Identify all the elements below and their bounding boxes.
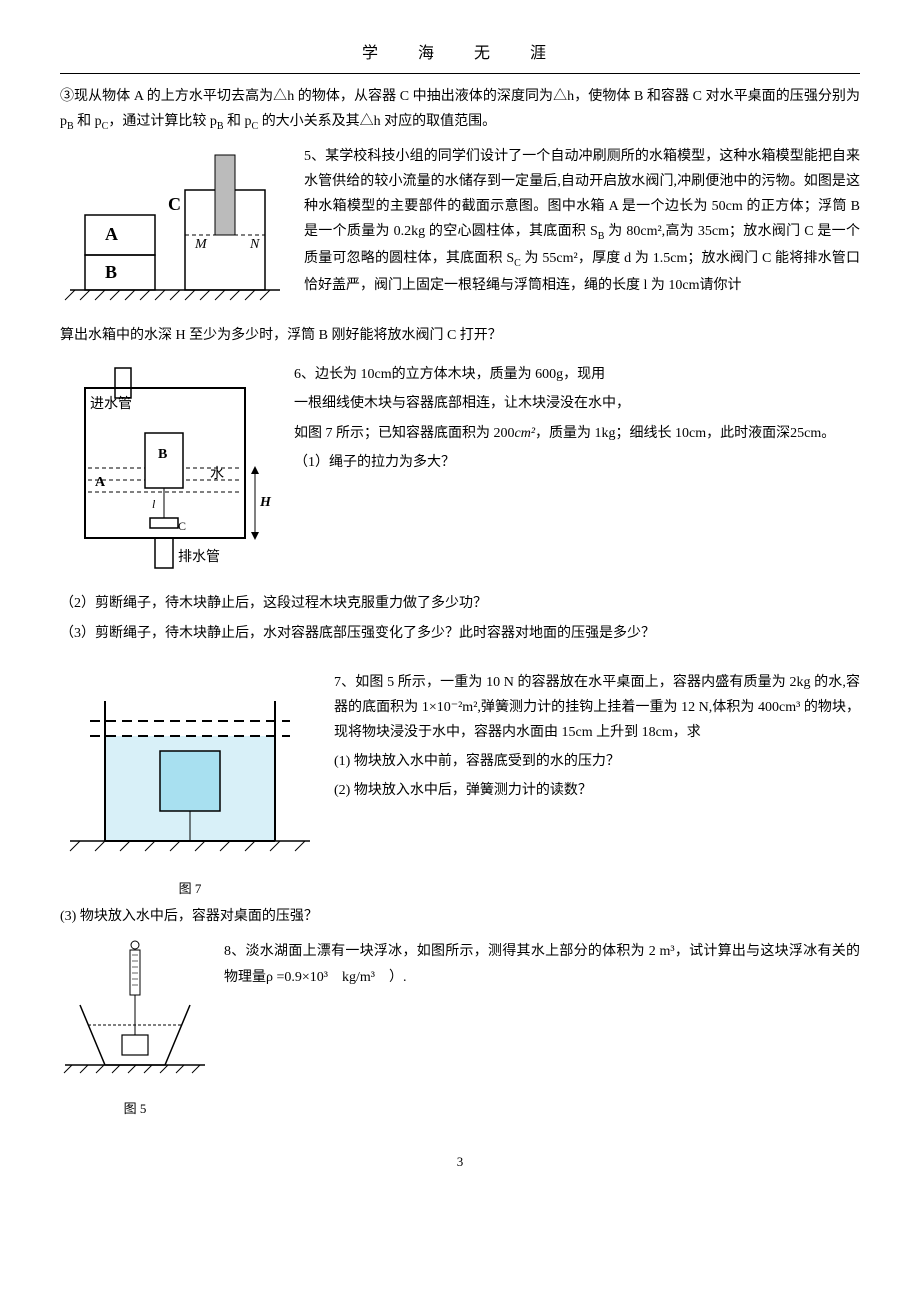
fig5-label-A: A bbox=[95, 475, 106, 490]
fig4-label-A: A bbox=[105, 224, 118, 244]
q6-line3: 如图 7 所示；已知容器底面积为 200cm²，质量为 1kg；细线长 10cm… bbox=[294, 421, 860, 446]
figure-5b: 图 5 bbox=[60, 935, 210, 1120]
q6-a2: （2）剪断绳子，待木块静止后，这段过程木块克服重力做了多少功？ bbox=[60, 591, 860, 616]
q5-subC: C bbox=[514, 258, 521, 269]
fig5-label-H: H bbox=[259, 495, 272, 510]
fig5-label-C: C bbox=[178, 519, 186, 533]
q3-sub3: B bbox=[217, 121, 224, 132]
q7-a2: (2) 物块放入水中后，弹簧测力计的读数？ bbox=[334, 778, 860, 803]
q3-text: ③现从物体 A 的上方水平切去高为△h 的物体，从容器 C 中抽出液体的深度同为… bbox=[60, 84, 860, 136]
fig4-label-B: B bbox=[105, 262, 117, 282]
fig4-label-C: C bbox=[168, 194, 181, 214]
fig5-out-label: 排水管 bbox=[178, 549, 220, 565]
fig5-label-water: 水 bbox=[210, 466, 224, 482]
q6-line3a: 如图 7 所示；已知容器底面积为 200 bbox=[294, 426, 515, 441]
figure-4: A B C M N bbox=[60, 140, 290, 319]
q7-p1: 7、如图 5 所示，一重为 10 N 的容器放在水平桌面上，容器内盛有质量为 2… bbox=[334, 670, 860, 746]
q6-unit: cm² bbox=[515, 426, 536, 441]
q6-line1: 6、边长为 10cm的立方体木块，质量为 600g，现用 bbox=[294, 362, 860, 387]
q5-text-2: 算出水箱中的水深 H 至少为多少时，浮筒 B 刚好能将放水阀门 C 打开？ bbox=[60, 323, 860, 348]
page-number: 3 bbox=[60, 1150, 860, 1173]
q3-mid3: 和 p bbox=[224, 114, 252, 129]
q3-mid1: 和 p bbox=[74, 114, 102, 129]
q5-text-1: 5、某学校科技小组的同学们设计了一个自动冲刷厕所的水箱模型，这种水箱模型能把自来… bbox=[304, 144, 860, 298]
fig5-in-label: 进水管 bbox=[90, 396, 132, 412]
figure-5-tank: 进水管 B l C 排水管 A 水 H bbox=[60, 358, 280, 587]
fig4-label-N: N bbox=[249, 237, 260, 252]
q6-line3b: ，质量为 1kg；细线长 10cm，此时液面深25cm。 bbox=[535, 426, 835, 441]
q7-a3: (3) 物块放入水中后，容器对桌面的压强？ bbox=[60, 904, 860, 929]
fig4-label-M: M bbox=[194, 237, 208, 252]
figure-5b-caption: 图 5 bbox=[60, 1097, 210, 1120]
q3-sub1: B bbox=[67, 121, 74, 132]
q6-line2: 一根细线使木块与容器底部相连，让木块浸没在水中， bbox=[294, 391, 860, 416]
q3-tail: 的大小关系及其△h 对应的取值范围。 bbox=[258, 114, 496, 129]
figure-7-caption: 图 7 bbox=[60, 877, 320, 900]
fig5-label-B: B bbox=[158, 447, 167, 462]
q3-mid2: ，通过计算比较 p bbox=[108, 114, 217, 129]
q8-text: 8、淡水湖面上漂有一块浮冰，如图所示，测得其水上部分的体积为 2 m³，试计算出… bbox=[224, 939, 860, 989]
q7-a1: (1) 物块放入水中前，容器底受到的水的压力？ bbox=[334, 749, 860, 774]
page-header: 学 海 无 涯 bbox=[60, 40, 860, 74]
figure-7: 图 7 bbox=[60, 666, 320, 901]
q6-a1: （1）绳子的拉力为多大？ bbox=[294, 450, 860, 475]
q6-a3: （3）剪断绳子，待木块静止后，水对容器底部压强变化了多少？此时容器对地面的压强是… bbox=[60, 621, 860, 646]
fig5-label-l: l bbox=[152, 497, 156, 511]
